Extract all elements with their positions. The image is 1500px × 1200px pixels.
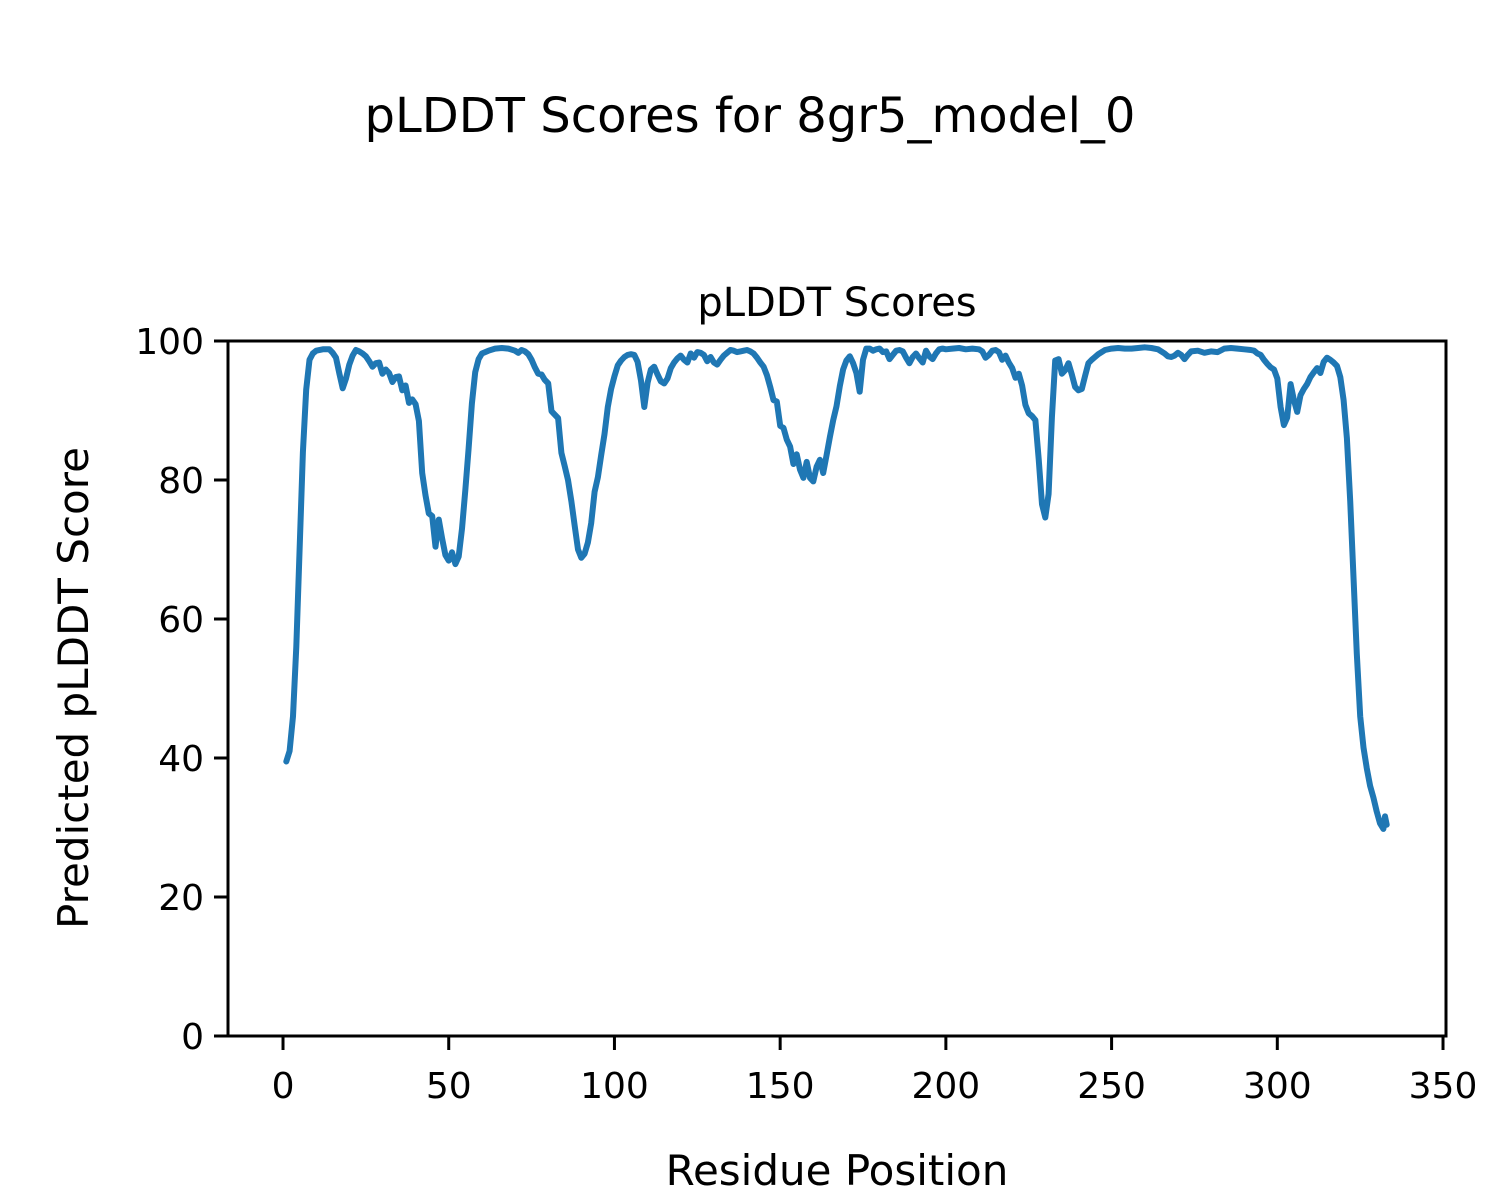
y-tick-label: 20 (158, 878, 204, 919)
x-tick-label: 0 (272, 1066, 295, 1107)
plddt-line-series (283, 344, 1390, 832)
figure-suptitle: pLDDT Scores for 8gr5_model_0 (364, 88, 1136, 144)
y-axis-ticks: 0 20 40 60 80 100 (135, 322, 228, 1058)
y-tick-label: 40 (158, 739, 204, 780)
x-axis-ticks: 0 50 100 150 200 250 300 350 (272, 1036, 1478, 1107)
x-tick-label: 250 (1077, 1066, 1146, 1107)
x-axis-label: Residue Position (666, 1146, 1009, 1195)
y-tick-label: 60 (158, 600, 204, 641)
x-tick-label: 50 (426, 1066, 472, 1107)
x-tick-label: 150 (746, 1066, 815, 1107)
x-tick-label: 200 (912, 1066, 981, 1107)
y-tick-label: 0 (181, 1017, 204, 1058)
y-axis-label: Predicted pLDDT Score (49, 447, 98, 929)
plot-border-spines (226, 339, 1448, 1038)
axes-title: pLDDT Scores (697, 280, 976, 326)
x-tick-label: 100 (580, 1066, 649, 1107)
y-tick-label: 80 (158, 461, 204, 502)
y-tick-label: 100 (135, 322, 204, 363)
x-tick-label: 300 (1243, 1066, 1312, 1107)
x-tick-label: 350 (1409, 1066, 1478, 1107)
